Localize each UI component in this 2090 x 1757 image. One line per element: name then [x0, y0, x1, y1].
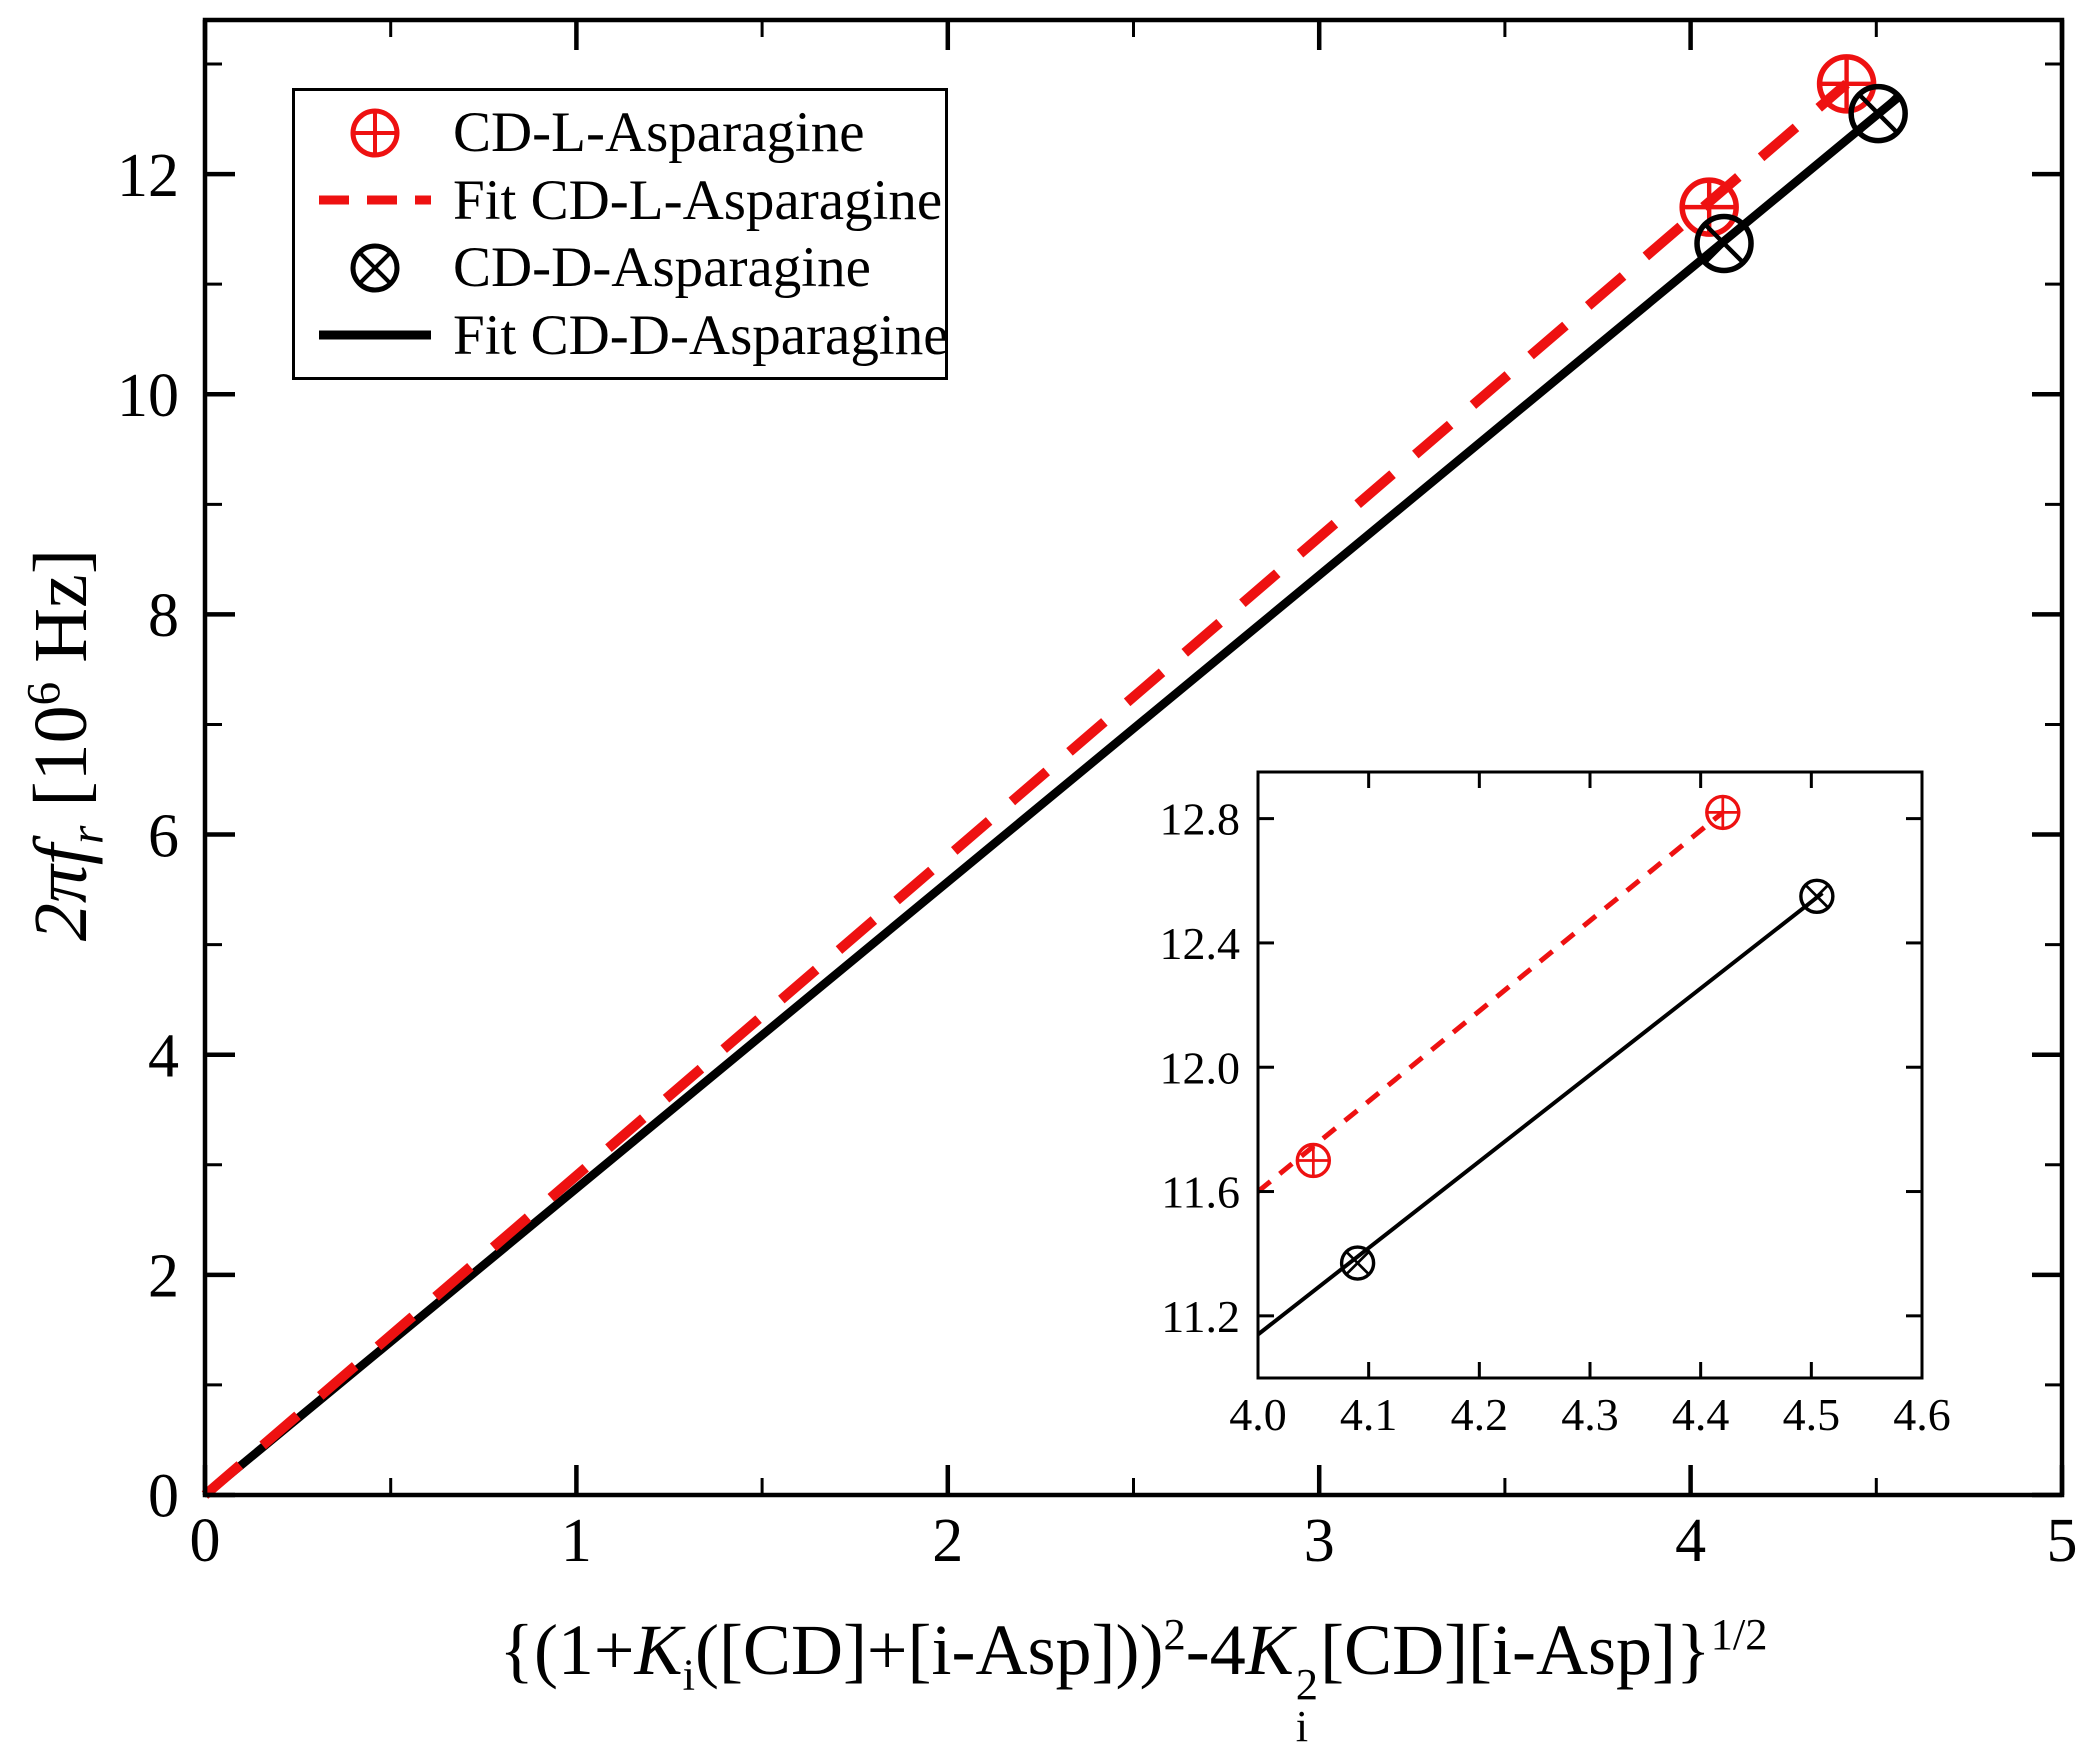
x-tick-label: 4	[1675, 1507, 1706, 1575]
y-axis-title: 2πfr [106 Hz]	[18, 548, 114, 942]
x-tick-label: 4.6	[1893, 1389, 1951, 1440]
circle-plus-marker	[350, 108, 400, 158]
x-tick-label: 4.5	[1783, 1389, 1841, 1440]
y-tick-label: 12.0	[1160, 1042, 1241, 1093]
y-tick-label: 11.2	[1161, 1291, 1240, 1342]
x-tick-label: 4.3	[1561, 1389, 1619, 1440]
y-tick-label: 4	[148, 1022, 179, 1090]
y-tick-label: 8	[148, 582, 179, 650]
x-tick-label: 1	[561, 1507, 592, 1575]
legend-label: CD-L-Asparagine	[453, 101, 865, 165]
dashed-line-icon	[315, 165, 435, 235]
y-tick-label: 12.8	[1160, 794, 1241, 845]
legend-item: Fit CD-D-Asparagine	[315, 300, 949, 370]
circle-x-marker	[1848, 83, 1908, 144]
circle-x-icon	[315, 233, 435, 303]
y-tick-label: 12.4	[1160, 918, 1241, 969]
y-tick-label: 0	[148, 1463, 179, 1531]
circle-plus-marker	[1816, 54, 1877, 114]
y-tick-label: 6	[148, 802, 179, 870]
x-tick-label: 0	[190, 1507, 221, 1575]
x-axis-title: {(1+Ki([CD]+[i-Asp]))2-4K 2 i [CD][i-Asp]}1…	[499, 1609, 1768, 1751]
x-tick-label: 4.1	[1340, 1389, 1398, 1440]
x-tick-label: 4.2	[1451, 1389, 1509, 1440]
circle-plus-icon	[315, 98, 435, 168]
fit-line-red	[1256, 810, 1725, 1194]
legend-item: CD-L-Asparagine	[315, 101, 939, 165]
solid-line-icon	[315, 300, 435, 370]
fit-line-black	[1256, 891, 1824, 1337]
legend-label: Fit CD-D-Asparagine	[453, 303, 949, 367]
y-tick-label: 2	[148, 1243, 179, 1311]
x-tick-label: 3	[1304, 1507, 1335, 1575]
x-tick-label: 4.4	[1672, 1389, 1730, 1440]
x-tick-label: 4.0	[1229, 1389, 1287, 1440]
legend-label: CD-D-Asparagine	[453, 236, 871, 300]
y-tick-label: 12	[117, 142, 179, 210]
legend: CD-L-Asparagine Fit CD-L-Asparagine CD-D-A…	[292, 88, 949, 380]
fit-line-black	[202, 93, 1902, 1499]
circle-plus-marker	[1679, 177, 1739, 237]
circle-plus-marker	[1295, 1142, 1332, 1179]
inset-plot: 4.0 4.1 4.2 4.3 4.4 4.5 4.6 11.2 11.6 12.0 12.4 12.…	[1160, 770, 1951, 1440]
x-tick-label: 5	[2047, 1507, 2078, 1575]
legend-label: Fit CD-L-Asparagine	[453, 168, 943, 232]
x-tick-label: 2	[932, 1507, 963, 1575]
circle-plus-marker	[1705, 794, 1741, 831]
circle-x-marker	[350, 243, 400, 293]
y-tick-label: 11.6	[1161, 1167, 1240, 1218]
circle-x-marker	[1799, 878, 1835, 915]
circle-x-marker	[1694, 213, 1754, 274]
legend-item: Fit CD-L-Asparagine	[315, 165, 943, 235]
y-tick-label: 10	[117, 362, 179, 430]
legend-item: CD-D-Asparagine	[315, 236, 939, 300]
circle-x-marker	[1339, 1245, 1376, 1281]
fit-line-red	[201, 80, 1850, 1499]
